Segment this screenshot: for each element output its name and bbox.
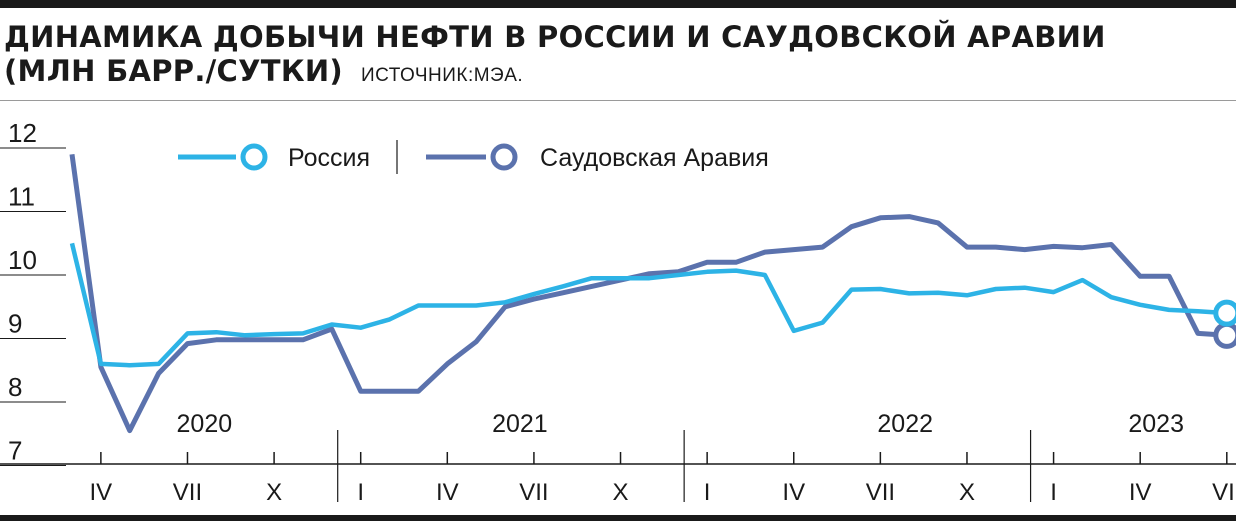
y-tick-label: 9: [8, 309, 22, 339]
legend-label-saudi: Саудовская Аравия: [540, 144, 769, 172]
series-line-russia: [69, 242, 1227, 368]
series-end-marker-russia: [1213, 299, 1236, 327]
title-unit: (МЛН БАРР./СУТКИ): [4, 54, 343, 88]
x-tick-label: VII: [1212, 479, 1236, 506]
x-tick-label: IV: [782, 479, 805, 506]
bottom-bar: [0, 515, 1236, 521]
y-tick-label: 12: [8, 118, 37, 148]
year-label: 2022: [877, 410, 933, 438]
x-tick-label: VII: [173, 479, 202, 506]
source-note: ИСТОЧНИК:МЭА.: [360, 65, 524, 86]
x-tick-label: I: [1050, 479, 1057, 506]
x-tick-label: IV: [436, 479, 459, 506]
x-tick-label: IV: [90, 479, 113, 506]
x-tick-label: VII: [866, 479, 895, 506]
x-tick-label: I: [357, 479, 364, 506]
x-tick-label: X: [613, 479, 629, 506]
y-tick-label: 8: [8, 372, 22, 402]
title-line-2: (МЛН БАРР./СУТКИ) ИСТОЧНИК:МЭА.: [4, 54, 1224, 93]
year-label: 2023: [1128, 410, 1184, 438]
chart-title: ДИНАМИКА ДОБЫЧИ НЕФТИ В РОССИИ И САУДОВС…: [4, 20, 1224, 93]
x-tick-label: VII: [519, 479, 548, 506]
header-rule: [0, 100, 1236, 101]
legend-marker-russia: [240, 143, 268, 171]
y-tick-label: 10: [8, 245, 37, 275]
year-label: 2021: [492, 410, 548, 438]
y-tick-label: 11: [8, 182, 35, 212]
legend-marker-saudi: [490, 143, 518, 171]
top-bar: [0, 0, 1236, 8]
legend-label-russia: Россия: [288, 144, 370, 172]
title-line-1: ДИНАМИКА ДОБЫЧИ НЕФТИ В РОССИИ И САУДОВС…: [4, 20, 1106, 54]
y-tick-label: 7: [8, 436, 22, 466]
x-tick-label: X: [266, 479, 282, 506]
x-tick-label: IV: [1129, 479, 1152, 506]
year-label: 2020: [177, 410, 233, 438]
x-tick-label: I: [704, 479, 711, 506]
series-line-saudi: [69, 153, 1227, 434]
x-tick-label: X: [959, 479, 975, 506]
series-end-marker-saudi: [1213, 321, 1236, 349]
